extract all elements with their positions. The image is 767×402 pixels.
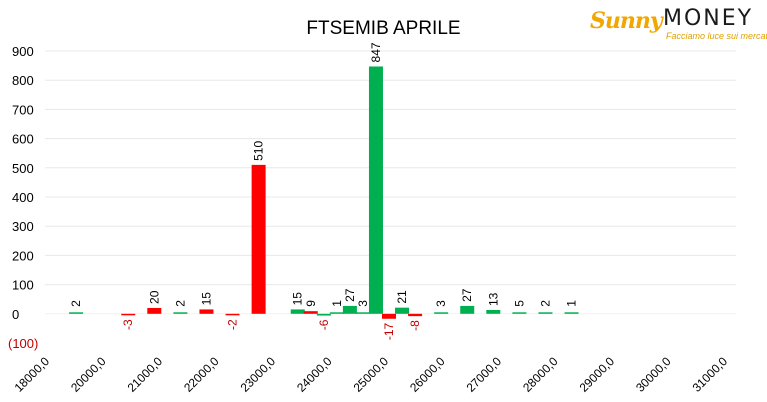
- bar: [225, 313, 240, 316]
- data-label: 2: [173, 300, 187, 307]
- data-label: 27: [343, 288, 357, 302]
- bar: [290, 309, 305, 314]
- grid-lines: [45, 50, 736, 315]
- bar: [512, 312, 527, 314]
- bar: [434, 312, 449, 314]
- bar: [329, 312, 344, 314]
- data-label: -17: [382, 322, 396, 340]
- bar: [342, 305, 357, 314]
- y-tick-label: 900: [12, 44, 34, 59]
- y-tick-label: (100): [8, 336, 38, 351]
- bar: [368, 66, 383, 314]
- y-tick-label: 600: [12, 132, 34, 147]
- bar: [538, 312, 553, 314]
- data-label: -2: [226, 319, 240, 330]
- bar: [316, 313, 331, 316]
- bar: [69, 312, 84, 314]
- x-tick-label: 23000,0: [238, 354, 279, 395]
- x-axis: 18000,0 20000,0 21000,0 22000,0 23000,0 24000…: [12, 354, 731, 395]
- bar: [460, 305, 475, 314]
- bar: [121, 313, 136, 316]
- data-label: 21: [395, 290, 409, 304]
- y-tick-label: 700: [12, 102, 34, 117]
- data-label: 2: [538, 300, 552, 307]
- data-label: 3: [434, 300, 448, 307]
- data-label: 9: [304, 300, 318, 307]
- data-label: 5: [512, 300, 526, 307]
- y-tick-label: 0: [12, 307, 19, 322]
- x-tick-label: 28000,0: [520, 354, 561, 395]
- data-label: -6: [317, 319, 331, 330]
- data-label: 15: [199, 292, 213, 306]
- data-label: 2: [69, 300, 83, 307]
- brand-tagline: Facciamo luce sui mercati: [666, 31, 767, 41]
- x-tick-label: 24000,0: [294, 354, 335, 395]
- bar: [355, 312, 370, 314]
- data-label: 1: [565, 300, 579, 307]
- x-tick-label: 20000,0: [68, 354, 109, 395]
- x-tick-label: 27000,0: [464, 354, 505, 395]
- data-label: 15: [291, 292, 305, 306]
- y-axis: 900 800 700 600 500 400 300 200 100 0 (100): [8, 44, 38, 351]
- bar: [303, 311, 318, 314]
- data-label: 510: [252, 141, 266, 161]
- bar: [199, 309, 214, 314]
- x-tick-label: 26000,0: [407, 354, 448, 395]
- brand-logo: Sunny MONEY Facciamo luce sui mercati: [590, 6, 767, 46]
- bar: [408, 313, 423, 317]
- bar: [564, 312, 579, 314]
- data-label: 27: [460, 288, 474, 302]
- x-tick-label: 25000,0: [351, 354, 392, 395]
- y-tick-label: 800: [12, 73, 34, 88]
- data-label: 20: [147, 290, 161, 304]
- data-label: 3: [356, 300, 370, 307]
- x-tick-label: 18000,0: [12, 354, 53, 395]
- y-tick-label: 100: [12, 278, 34, 293]
- data-label: 847: [369, 42, 383, 62]
- bar: [173, 312, 188, 314]
- x-tick-label: 30000,0: [633, 354, 674, 395]
- x-tick-label: 29000,0: [577, 354, 618, 395]
- x-tick-label: 22000,0: [181, 354, 222, 395]
- chart-title: FTSEMIB APRILE: [306, 18, 461, 39]
- brand-name-sunny: Sunny: [590, 8, 663, 34]
- y-tick-label: 300: [12, 219, 34, 234]
- data-label: 1: [330, 300, 344, 307]
- bars-group: [69, 66, 579, 319]
- brand-name-money: MONEY: [663, 6, 754, 31]
- data-label: -3: [121, 319, 135, 330]
- y-tick-label: 200: [12, 248, 34, 263]
- bar: [382, 313, 396, 319]
- bar: [251, 164, 266, 314]
- bar: [147, 307, 162, 314]
- y-tick-label: 500: [12, 161, 34, 176]
- x-tick-label: 31000,0: [690, 354, 731, 395]
- data-label: 13: [486, 292, 500, 306]
- y-tick-label: 400: [12, 190, 34, 205]
- x-tick-label: 21000,0: [125, 354, 166, 395]
- data-label: -8: [408, 320, 422, 331]
- bar: [486, 310, 501, 314]
- bar: [395, 307, 410, 314]
